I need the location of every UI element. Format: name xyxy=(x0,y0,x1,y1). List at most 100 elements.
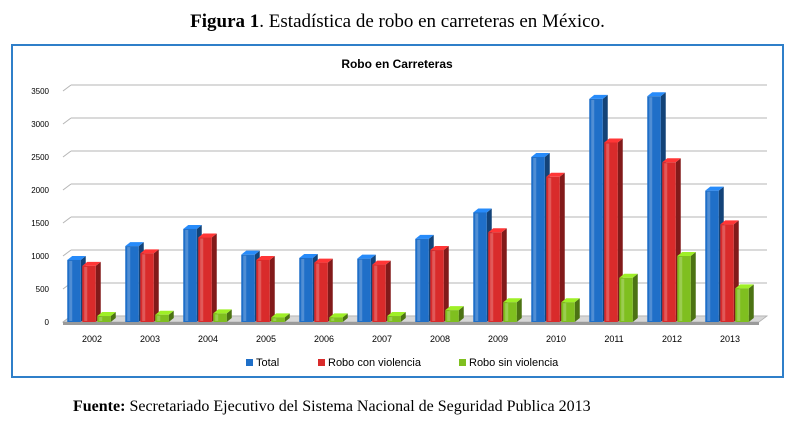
legend-swatch xyxy=(246,359,253,366)
bar-side xyxy=(385,260,391,322)
bar-top xyxy=(357,254,376,259)
bar-highlight xyxy=(185,229,189,321)
bar-chart: Robo en Carreteras 0 500 1000 1500 2000 2500 30… xyxy=(31,57,769,369)
bar-face xyxy=(445,310,459,322)
bar-face xyxy=(183,228,197,322)
bar-side xyxy=(690,252,696,322)
y-tick-label: 2000 xyxy=(31,186,49,195)
bar-top xyxy=(561,298,580,303)
bar-top xyxy=(589,94,608,99)
bar-robo-con-violencia-2008 xyxy=(430,246,449,322)
bar-top xyxy=(125,242,144,247)
bar-side xyxy=(327,258,333,322)
bar-highlight xyxy=(621,278,625,321)
bar-top xyxy=(140,249,159,254)
bar-robo-con-violencia-2004 xyxy=(198,233,217,322)
bar-highlight xyxy=(649,97,653,321)
bar-highlight xyxy=(591,99,595,321)
bar-side xyxy=(516,298,522,322)
gridline-depth xyxy=(62,117,72,125)
bar-highlight xyxy=(84,266,88,321)
x-tick-label: 2005 xyxy=(256,334,276,344)
bar-side xyxy=(153,249,159,322)
x-tick-label: 2004 xyxy=(198,334,218,344)
x-tick-label: 2008 xyxy=(430,334,450,344)
gridline-depth xyxy=(62,183,72,191)
x-tick-label: 2009 xyxy=(488,334,508,344)
bar-highlight xyxy=(99,317,103,321)
figure-caption: Figura 1. Estadística de robo en carrete… xyxy=(0,11,795,33)
bar-side xyxy=(458,306,464,322)
bar-top xyxy=(546,172,565,177)
bar-highlight xyxy=(142,254,146,321)
bar-side xyxy=(748,284,754,322)
bar-side xyxy=(269,255,275,322)
bar-side xyxy=(559,172,565,322)
bar-side xyxy=(284,313,290,322)
bar-face xyxy=(589,98,603,322)
x-tick-label: 2003 xyxy=(140,334,160,344)
bar-robo-sin-violencia-2010 xyxy=(561,298,580,322)
bar-face xyxy=(67,259,81,322)
bar-robo-sin-violencia-2002 xyxy=(97,312,116,322)
bar-highlight xyxy=(417,239,421,321)
legend-swatch xyxy=(459,359,466,366)
bar-face xyxy=(677,256,691,322)
y-tick-label: 1000 xyxy=(31,252,49,261)
bar-face xyxy=(329,317,343,322)
bar-top xyxy=(97,312,116,317)
bar-highlight xyxy=(664,163,668,321)
bar-side xyxy=(211,233,217,322)
bar-highlight xyxy=(679,257,683,321)
bar-robo-con-violencia-2010 xyxy=(546,172,565,322)
bar-face xyxy=(213,313,227,322)
gridline-depth xyxy=(62,216,72,224)
x-tick-label: 2010 xyxy=(546,334,566,344)
bar-face xyxy=(82,265,96,322)
bar-face xyxy=(299,257,313,322)
y-tick-label: 3500 xyxy=(31,87,49,96)
bar-side xyxy=(574,298,580,322)
bar-face xyxy=(198,237,212,322)
bar-top xyxy=(271,313,290,318)
bar-face xyxy=(430,250,444,322)
bar-top xyxy=(735,284,754,289)
source-label: Fuente: xyxy=(73,398,126,415)
y-tick-label: 3000 xyxy=(31,120,49,129)
bar-top xyxy=(372,260,391,265)
bar-top xyxy=(329,313,348,318)
bar-highlight xyxy=(722,225,726,321)
bar-highlight xyxy=(505,303,509,321)
bar-side xyxy=(443,246,449,322)
bar-top xyxy=(198,233,217,238)
bar-face xyxy=(546,176,560,322)
bar-highlight xyxy=(490,233,494,321)
bar-highlight xyxy=(200,238,204,321)
bar-face xyxy=(561,302,575,322)
bar-face xyxy=(415,238,429,322)
bar-top xyxy=(531,153,550,157)
bar-robo-sin-violencia-2003 xyxy=(155,310,174,322)
bar-face xyxy=(387,316,401,322)
bar-top xyxy=(241,250,260,255)
bar-face xyxy=(155,314,169,322)
bar-top xyxy=(503,298,522,303)
bar-side xyxy=(95,261,101,322)
bar-highlight xyxy=(563,303,567,321)
figure-caption-label: Figura 1 xyxy=(190,11,260,32)
bar-side xyxy=(342,313,348,322)
bar-robo-sin-violencia-2012 xyxy=(677,252,696,322)
bar-robo-con-violencia-2007 xyxy=(372,260,391,322)
bar-side xyxy=(110,312,116,322)
bar-robo-con-violencia-2011 xyxy=(604,138,623,322)
bar-highlight xyxy=(447,311,451,321)
bar-face xyxy=(314,262,328,322)
bar-face xyxy=(473,212,487,322)
bar-top xyxy=(299,253,318,258)
bar-highlight xyxy=(737,289,741,321)
bar-robo-sin-violencia-2009 xyxy=(503,298,522,322)
bar-face xyxy=(125,246,139,322)
bar-face xyxy=(357,258,371,322)
bar-face xyxy=(140,253,154,322)
bar-face xyxy=(619,277,633,322)
